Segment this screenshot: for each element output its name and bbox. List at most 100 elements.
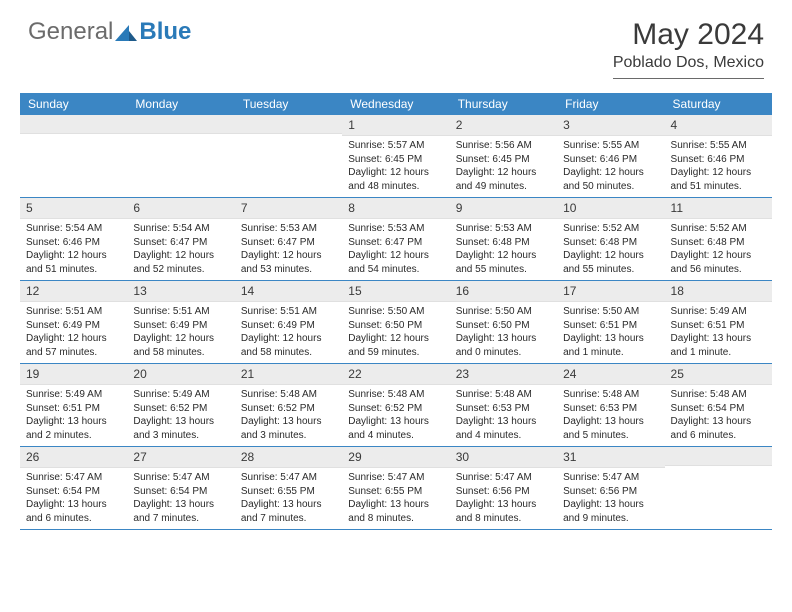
day-cell: 6Sunrise: 5:54 AMSunset: 6:47 PMDaylight… bbox=[127, 198, 234, 280]
day-header: Friday bbox=[557, 93, 664, 115]
day-info: Sunrise: 5:49 AMSunset: 6:52 PMDaylight:… bbox=[127, 385, 234, 445]
day-cell: 24Sunrise: 5:48 AMSunset: 6:53 PMDayligh… bbox=[557, 364, 664, 446]
day-number: 30 bbox=[450, 447, 557, 468]
day-cell: 7Sunrise: 5:53 AMSunset: 6:47 PMDaylight… bbox=[235, 198, 342, 280]
day-info: Sunrise: 5:48 AMSunset: 6:52 PMDaylight:… bbox=[235, 385, 342, 445]
day-number bbox=[127, 115, 234, 134]
day-number: 13 bbox=[127, 281, 234, 302]
day-cell: 20Sunrise: 5:49 AMSunset: 6:52 PMDayligh… bbox=[127, 364, 234, 446]
day-info: Sunrise: 5:50 AMSunset: 6:50 PMDaylight:… bbox=[450, 302, 557, 362]
day-number: 7 bbox=[235, 198, 342, 219]
day-number: 26 bbox=[20, 447, 127, 468]
day-cell: 1Sunrise: 5:57 AMSunset: 6:45 PMDaylight… bbox=[342, 115, 449, 197]
day-number: 27 bbox=[127, 447, 234, 468]
day-cell bbox=[20, 115, 127, 197]
day-info: Sunrise: 5:53 AMSunset: 6:48 PMDaylight:… bbox=[450, 219, 557, 279]
day-number: 1 bbox=[342, 115, 449, 136]
day-cell: 11Sunrise: 5:52 AMSunset: 6:48 PMDayligh… bbox=[665, 198, 772, 280]
week-row: 1Sunrise: 5:57 AMSunset: 6:45 PMDaylight… bbox=[20, 115, 772, 198]
day-number: 22 bbox=[342, 364, 449, 385]
day-number: 12 bbox=[20, 281, 127, 302]
day-info: Sunrise: 5:53 AMSunset: 6:47 PMDaylight:… bbox=[342, 219, 449, 279]
day-cell: 31Sunrise: 5:47 AMSunset: 6:56 PMDayligh… bbox=[557, 447, 664, 529]
day-number: 24 bbox=[557, 364, 664, 385]
day-cell bbox=[127, 115, 234, 197]
day-number: 18 bbox=[665, 281, 772, 302]
day-info: Sunrise: 5:47 AMSunset: 6:55 PMDaylight:… bbox=[235, 468, 342, 528]
day-info: Sunrise: 5:50 AMSunset: 6:51 PMDaylight:… bbox=[557, 302, 664, 362]
day-number: 10 bbox=[557, 198, 664, 219]
day-info: Sunrise: 5:49 AMSunset: 6:51 PMDaylight:… bbox=[20, 385, 127, 445]
day-info: Sunrise: 5:48 AMSunset: 6:53 PMDaylight:… bbox=[557, 385, 664, 445]
day-cell: 23Sunrise: 5:48 AMSunset: 6:53 PMDayligh… bbox=[450, 364, 557, 446]
day-cell: 29Sunrise: 5:47 AMSunset: 6:55 PMDayligh… bbox=[342, 447, 449, 529]
day-cell: 4Sunrise: 5:55 AMSunset: 6:46 PMDaylight… bbox=[665, 115, 772, 197]
logo-text-1: General bbox=[28, 18, 113, 45]
day-info: Sunrise: 5:55 AMSunset: 6:46 PMDaylight:… bbox=[665, 136, 772, 196]
day-cell: 30Sunrise: 5:47 AMSunset: 6:56 PMDayligh… bbox=[450, 447, 557, 529]
day-number: 28 bbox=[235, 447, 342, 468]
day-number: 8 bbox=[342, 198, 449, 219]
day-cell: 3Sunrise: 5:55 AMSunset: 6:46 PMDaylight… bbox=[557, 115, 664, 197]
day-number: 11 bbox=[665, 198, 772, 219]
day-cell: 15Sunrise: 5:50 AMSunset: 6:50 PMDayligh… bbox=[342, 281, 449, 363]
day-header: Thursday bbox=[450, 93, 557, 115]
day-cell: 27Sunrise: 5:47 AMSunset: 6:54 PMDayligh… bbox=[127, 447, 234, 529]
week-row: 5Sunrise: 5:54 AMSunset: 6:46 PMDaylight… bbox=[20, 198, 772, 281]
day-number: 29 bbox=[342, 447, 449, 468]
day-cell: 12Sunrise: 5:51 AMSunset: 6:49 PMDayligh… bbox=[20, 281, 127, 363]
day-number: 5 bbox=[20, 198, 127, 219]
day-cell: 28Sunrise: 5:47 AMSunset: 6:55 PMDayligh… bbox=[235, 447, 342, 529]
day-info: Sunrise: 5:55 AMSunset: 6:46 PMDaylight:… bbox=[557, 136, 664, 196]
day-cell: 9Sunrise: 5:53 AMSunset: 6:48 PMDaylight… bbox=[450, 198, 557, 280]
month-title: May 2024 bbox=[613, 18, 764, 52]
day-number: 16 bbox=[450, 281, 557, 302]
week-row: 19Sunrise: 5:49 AMSunset: 6:51 PMDayligh… bbox=[20, 364, 772, 447]
day-number: 4 bbox=[665, 115, 772, 136]
day-number: 9 bbox=[450, 198, 557, 219]
calendar: SundayMondayTuesdayWednesdayThursdayFrid… bbox=[20, 93, 772, 530]
location: Poblado Dos, Mexico bbox=[613, 54, 764, 79]
day-cell: 5Sunrise: 5:54 AMSunset: 6:46 PMDaylight… bbox=[20, 198, 127, 280]
day-info: Sunrise: 5:48 AMSunset: 6:53 PMDaylight:… bbox=[450, 385, 557, 445]
day-cell: 2Sunrise: 5:56 AMSunset: 6:45 PMDaylight… bbox=[450, 115, 557, 197]
day-info: Sunrise: 5:51 AMSunset: 6:49 PMDaylight:… bbox=[20, 302, 127, 362]
day-cell: 8Sunrise: 5:53 AMSunset: 6:47 PMDaylight… bbox=[342, 198, 449, 280]
day-info: Sunrise: 5:52 AMSunset: 6:48 PMDaylight:… bbox=[665, 219, 772, 279]
day-info: Sunrise: 5:47 AMSunset: 6:56 PMDaylight:… bbox=[450, 468, 557, 528]
day-header: Wednesday bbox=[342, 93, 449, 115]
day-cell: 10Sunrise: 5:52 AMSunset: 6:48 PMDayligh… bbox=[557, 198, 664, 280]
week-row: 26Sunrise: 5:47 AMSunset: 6:54 PMDayligh… bbox=[20, 447, 772, 530]
day-info: Sunrise: 5:54 AMSunset: 6:46 PMDaylight:… bbox=[20, 219, 127, 279]
day-number bbox=[20, 115, 127, 134]
logo-text-blue: Blue bbox=[139, 18, 191, 46]
day-cell bbox=[235, 115, 342, 197]
day-cell: 21Sunrise: 5:48 AMSunset: 6:52 PMDayligh… bbox=[235, 364, 342, 446]
logo-text: General bbox=[28, 18, 113, 46]
day-info: Sunrise: 5:47 AMSunset: 6:54 PMDaylight:… bbox=[127, 468, 234, 528]
day-header-row: SundayMondayTuesdayWednesdayThursdayFrid… bbox=[20, 93, 772, 115]
day-info: Sunrise: 5:50 AMSunset: 6:50 PMDaylight:… bbox=[342, 302, 449, 362]
day-info: Sunrise: 5:53 AMSunset: 6:47 PMDaylight:… bbox=[235, 219, 342, 279]
day-info: Sunrise: 5:47 AMSunset: 6:54 PMDaylight:… bbox=[20, 468, 127, 528]
day-info: Sunrise: 5:56 AMSunset: 6:45 PMDaylight:… bbox=[450, 136, 557, 196]
day-number: 20 bbox=[127, 364, 234, 385]
header: General Blue May 2024 Poblado Dos, Mexic… bbox=[0, 0, 792, 87]
logo-text-2: Blue bbox=[139, 18, 191, 45]
logo: General Blue bbox=[28, 18, 191, 46]
day-number: 23 bbox=[450, 364, 557, 385]
day-cell: 25Sunrise: 5:48 AMSunset: 6:54 PMDayligh… bbox=[665, 364, 772, 446]
day-info: Sunrise: 5:51 AMSunset: 6:49 PMDaylight:… bbox=[235, 302, 342, 362]
day-cell: 19Sunrise: 5:49 AMSunset: 6:51 PMDayligh… bbox=[20, 364, 127, 446]
day-cell: 26Sunrise: 5:47 AMSunset: 6:54 PMDayligh… bbox=[20, 447, 127, 529]
day-header: Saturday bbox=[665, 93, 772, 115]
day-number: 14 bbox=[235, 281, 342, 302]
day-cell bbox=[665, 447, 772, 529]
day-number: 25 bbox=[665, 364, 772, 385]
day-info: Sunrise: 5:48 AMSunset: 6:52 PMDaylight:… bbox=[342, 385, 449, 445]
day-number: 31 bbox=[557, 447, 664, 468]
day-info: Sunrise: 5:47 AMSunset: 6:56 PMDaylight:… bbox=[557, 468, 664, 528]
day-info: Sunrise: 5:54 AMSunset: 6:47 PMDaylight:… bbox=[127, 219, 234, 279]
day-info: Sunrise: 5:57 AMSunset: 6:45 PMDaylight:… bbox=[342, 136, 449, 196]
day-cell: 16Sunrise: 5:50 AMSunset: 6:50 PMDayligh… bbox=[450, 281, 557, 363]
